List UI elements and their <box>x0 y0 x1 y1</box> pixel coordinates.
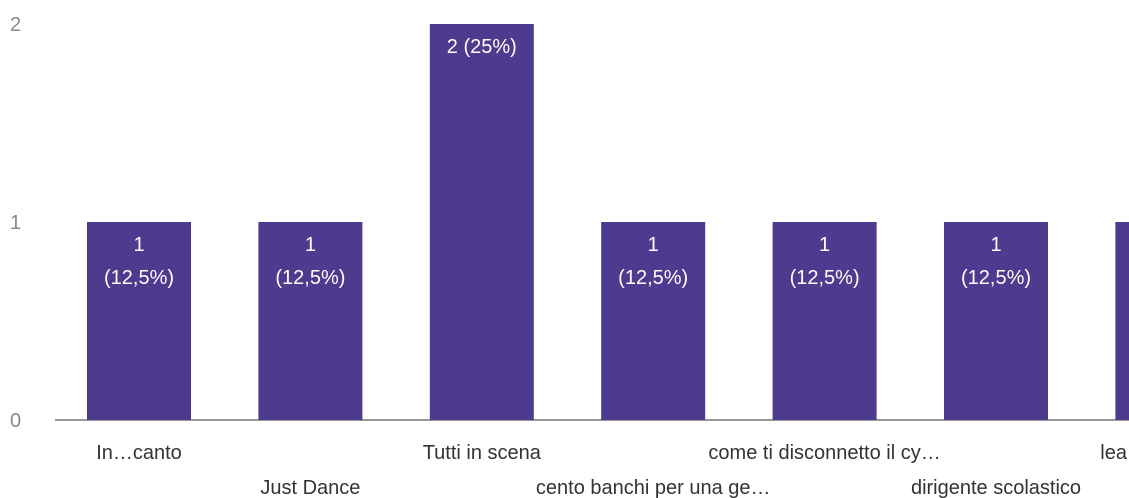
bar[interactable] <box>87 222 191 420</box>
x-tick-label: dirigente scolastico <box>911 477 1081 498</box>
data-label: (12,5%) <box>275 267 345 289</box>
data-label: (12,5%) <box>104 267 174 289</box>
y-tick-label: 0 <box>10 410 21 432</box>
y-tick-label: 2 <box>10 14 21 36</box>
data-label: 2 (25%) <box>447 36 517 58</box>
x-tick-label: Just Dance <box>260 477 360 498</box>
bar[interactable] <box>772 222 877 420</box>
x-tick-label: Tutti in scena <box>423 442 542 464</box>
data-label: (12,5%) <box>790 267 860 289</box>
data-label: 1 <box>990 234 1001 256</box>
bar[interactable] <box>258 222 363 420</box>
y-axis: 0 1 2 <box>10 14 21 432</box>
x-tick-label: lea <box>1100 442 1128 464</box>
data-label: 1 <box>305 234 316 256</box>
bar[interactable] <box>1115 222 1129 420</box>
data-label: 1 <box>133 234 144 256</box>
bar[interactable] <box>601 222 706 420</box>
y-tick-label: 1 <box>10 212 21 234</box>
x-axis-labels: In…canto Just Dance Tutti in scena cento ba… <box>96 442 1128 498</box>
bar[interactable] <box>429 24 534 420</box>
bars <box>87 24 1129 420</box>
data-label: (12,5%) <box>961 267 1031 289</box>
x-tick-label: come ti disconnetto il cy… <box>708 442 940 464</box>
data-labels: 1 (12,5%) 1 (12,5%) 2 (25%) 1 (12,5%) 1 (12,5%) 1… <box>104 36 1031 289</box>
data-label: (12,5%) <box>618 267 688 289</box>
x-tick-label: In…canto <box>96 442 182 464</box>
data-label: 1 <box>819 234 830 256</box>
x-tick-label: cento banchi per una ge… <box>536 477 771 498</box>
data-label: 1 <box>648 234 659 256</box>
bar[interactable] <box>944 222 1048 420</box>
